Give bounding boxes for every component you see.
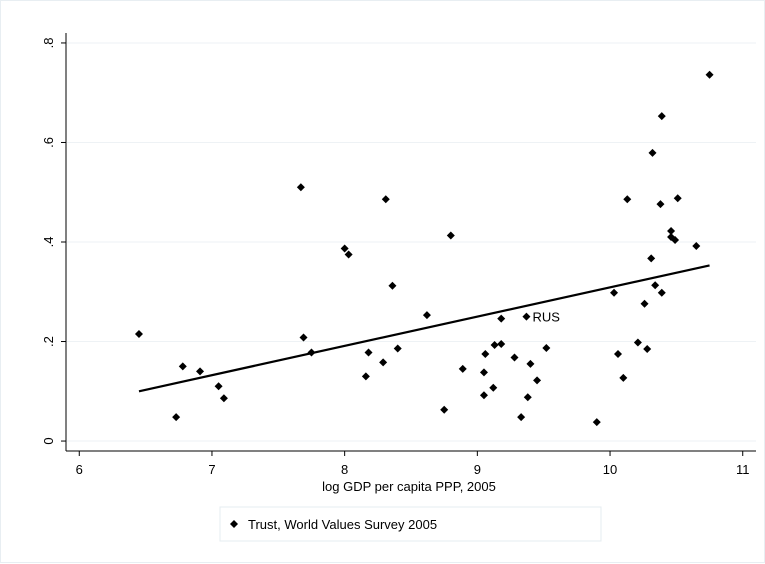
data-points: RUS — [134, 70, 714, 427]
data-point — [542, 343, 551, 352]
x-tick-label: 8 — [341, 462, 348, 477]
data-point — [522, 312, 531, 321]
data-point — [388, 281, 397, 290]
x-tick-label: 9 — [474, 462, 481, 477]
data-point — [172, 413, 181, 422]
data-point — [526, 359, 535, 368]
data-point — [692, 241, 701, 250]
axis-ticks: 0 .2 .4 .6 .8 6 7 8 9 10 11 — [41, 38, 749, 477]
legend-box — [219, 506, 602, 542]
data-point — [647, 254, 656, 263]
data-point — [657, 112, 666, 121]
data-point — [657, 288, 666, 297]
data-point — [497, 340, 506, 349]
data-point — [446, 231, 455, 240]
legend: Trust, World Values Survey 2005 — [219, 506, 602, 542]
data-point — [640, 299, 649, 308]
data-point — [623, 195, 632, 204]
data-point — [648, 148, 657, 157]
data-point — [393, 344, 402, 353]
x-tick-label: 10 — [603, 462, 617, 477]
data-point — [479, 391, 488, 400]
y-tick-label: .2 — [41, 336, 56, 347]
data-point — [299, 333, 308, 342]
data-point — [344, 250, 353, 259]
data-point — [481, 349, 490, 358]
data-point — [361, 372, 370, 381]
data-point — [651, 281, 660, 290]
data-point — [592, 418, 601, 427]
y-tick-label: 0 — [41, 437, 56, 444]
data-point — [614, 349, 622, 358]
data-point — [214, 382, 223, 391]
data-point — [510, 353, 519, 362]
legend-label: Trust, World Values Survey 2005 — [248, 517, 437, 532]
data-point — [196, 367, 205, 376]
data-point — [610, 288, 619, 297]
data-point — [619, 373, 628, 382]
x-axis-title: log GDP per capita PPP, 2005 — [322, 479, 496, 494]
data-point — [497, 314, 506, 323]
x-tick-label: 6 — [76, 462, 83, 477]
data-point — [340, 244, 349, 253]
data-point — [633, 338, 642, 347]
gridlines — [67, 42, 756, 442]
data-point — [643, 344, 652, 353]
x-tick-label: 7 — [208, 462, 215, 477]
data-point — [533, 376, 542, 385]
data-point — [523, 393, 532, 402]
point-label: RUS — [532, 310, 560, 325]
data-point — [364, 348, 373, 357]
data-point — [671, 236, 680, 245]
data-point — [440, 405, 449, 414]
data-point — [307, 348, 316, 357]
data-point — [458, 364, 467, 373]
y-tick-label: .6 — [41, 137, 56, 148]
data-point — [178, 362, 187, 371]
legend-marker — [230, 520, 238, 528]
data-point — [479, 368, 488, 377]
fit-line — [138, 264, 710, 393]
data-point — [219, 394, 228, 403]
data-point — [379, 358, 388, 367]
data-point — [667, 227, 676, 236]
x-tick-label: 11 — [736, 462, 750, 477]
data-point — [296, 183, 305, 192]
y-tick-label: .8 — [41, 38, 56, 49]
data-point — [490, 341, 499, 350]
data-point — [489, 383, 498, 392]
fit-line-group — [138, 264, 710, 393]
data-point — [422, 311, 431, 320]
data-point — [134, 330, 143, 339]
data-point — [381, 195, 390, 204]
data-point — [656, 200, 665, 209]
y-tick-label: .4 — [41, 237, 56, 248]
data-point — [705, 70, 714, 79]
data-point — [673, 194, 682, 203]
data-point — [517, 413, 526, 422]
